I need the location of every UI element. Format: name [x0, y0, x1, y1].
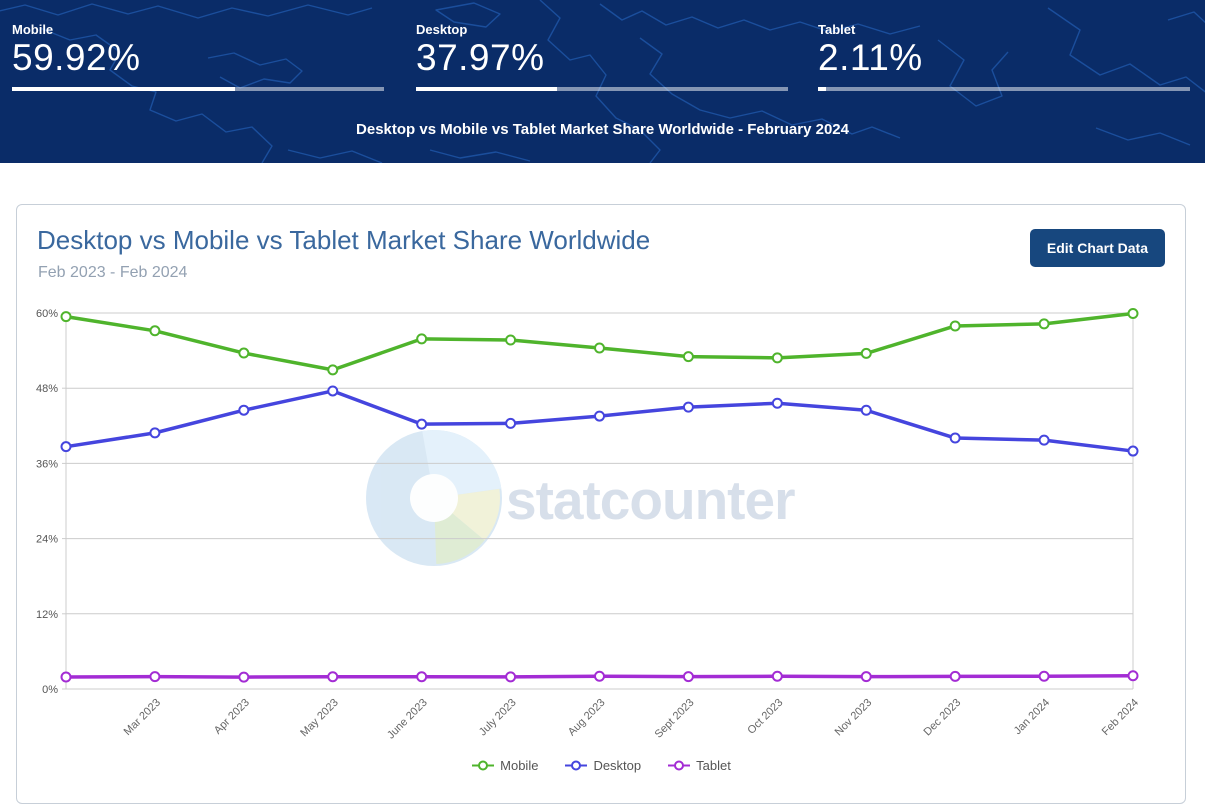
world-map-background — [0, 0, 1205, 163]
legend-label: Mobile — [500, 758, 539, 773]
svg-text:July 2023: July 2023 — [477, 697, 519, 739]
stat-block: Desktop 37.97% — [416, 22, 788, 91]
svg-text:36%: 36% — [36, 458, 58, 470]
stat-block: Tablet 2.11% — [818, 22, 1190, 91]
header-headline: Desktop vs Mobile vs Tablet Market Share… — [356, 121, 849, 138]
stat-block: Mobile 59.92% — [12, 22, 384, 91]
stat-label-tablet: Tablet — [818, 22, 856, 37]
legend-item-desktop[interactable]: Desktop — [564, 758, 641, 773]
stat-value-mobile: 59.92% — [12, 37, 141, 78]
legend-marker-icon — [472, 760, 495, 771]
svg-text:60%: 60% — [36, 308, 58, 320]
svg-text:Oct 2023: Oct 2023 — [745, 697, 785, 737]
market-share-line-chart[interactable]: statcounter 0% 12% 24% 36% 48% 60% Mar 2023 Apr … — [17, 295, 1189, 755]
stat-progress-track — [12, 86, 384, 91]
statcounter-watermark: statcounter — [366, 430, 796, 566]
svg-text:48%: 48% — [36, 383, 58, 395]
svg-text:June 2023: June 2023 — [385, 697, 430, 742]
svg-text:Dec 2023: Dec 2023 — [922, 697, 964, 739]
stat-progress-fill — [818, 86, 826, 91]
chart-card: Desktop vs Mobile vs Tablet Market Share… — [16, 204, 1186, 804]
svg-text:24%: 24% — [36, 534, 58, 546]
stat-label-mobile: Mobile — [12, 22, 54, 37]
svg-text:Mar 2023: Mar 2023 — [122, 697, 163, 738]
legend-label: Desktop — [593, 758, 642, 773]
stat-value-tablet: 2.11% — [818, 37, 923, 78]
legend-label: Tablet — [696, 758, 731, 773]
svg-text:Nov 2023: Nov 2023 — [833, 697, 875, 739]
svg-text:Aug 2023: Aug 2023 — [566, 697, 608, 739]
stat-label-desktop: Desktop — [416, 22, 468, 37]
edit-chart-data-button[interactable]: Edit Chart Data — [1029, 229, 1165, 267]
svg-text:Jan 2024: Jan 2024 — [1012, 697, 1052, 737]
svg-text:Feb 2024: Feb 2024 — [1100, 697, 1141, 738]
stat-value-desktop: 37.97% — [416, 37, 545, 78]
chart-subtitle: Feb 2023 - Feb 2024 — [38, 264, 188, 281]
watermark-text: statcounter — [506, 469, 795, 531]
legend-marker-icon — [668, 760, 691, 771]
chart-title: Desktop vs Mobile vs Tablet Market Share… — [37, 225, 651, 255]
header: Mobile 59.92% Desktop 37.97% Tablet 2.11… — [0, 0, 1205, 163]
stat-progress-track — [818, 86, 1190, 91]
svg-text:May 2023: May 2023 — [298, 697, 341, 740]
legend-item-tablet[interactable]: Tablet — [667, 758, 731, 773]
svg-text:0%: 0% — [42, 684, 58, 696]
svg-text:Apr 2023: Apr 2023 — [212, 697, 252, 737]
svg-text:Sept 2023: Sept 2023 — [653, 697, 697, 741]
stat-progress-fill — [416, 86, 558, 91]
chart-legend: Mobile Desktop Tablet — [17, 758, 1185, 773]
svg-text:12%: 12% — [36, 609, 58, 621]
legend-marker-icon — [565, 760, 588, 771]
stat-progress-track — [416, 86, 788, 91]
stat-progress-fill — [12, 86, 235, 91]
legend-item-mobile[interactable]: Mobile — [471, 758, 538, 773]
